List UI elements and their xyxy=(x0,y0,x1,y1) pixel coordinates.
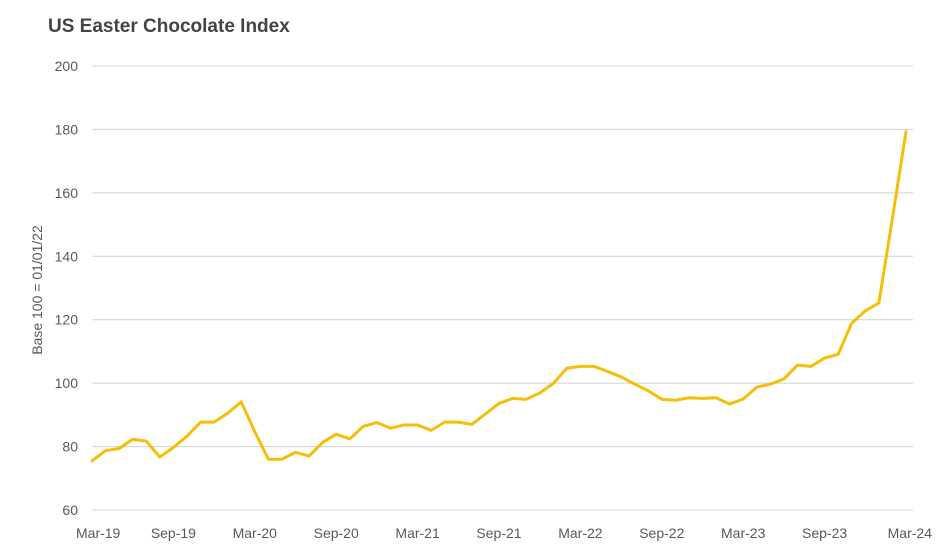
x-tick-label: Mar-19 xyxy=(76,525,121,541)
x-tick-label: Mar-23 xyxy=(721,525,766,541)
y-tick-label: 80 xyxy=(62,439,78,455)
x-tick-label: Mar-24 xyxy=(888,525,933,541)
y-tick-label: 100 xyxy=(55,375,79,391)
x-tick-label: Sep-20 xyxy=(314,525,359,541)
x-axis-ticks: Mar-19 Sep-19 Mar-20 Sep-20 Mar-21 Sep-21 Mar-… xyxy=(76,525,932,541)
y-tick-label: 180 xyxy=(55,121,79,137)
x-tick-label: Mar-21 xyxy=(395,525,440,541)
y-tick-label: 140 xyxy=(55,248,79,264)
gridlines xyxy=(92,65,913,511)
y-tick-label: 160 xyxy=(55,185,79,201)
series-layer xyxy=(90,130,908,463)
x-tick-label: Sep-19 xyxy=(151,525,196,541)
x-tick-label: Sep-22 xyxy=(639,525,684,541)
series-line-0 xyxy=(90,130,908,463)
y-tick-label: 200 xyxy=(55,58,79,74)
y-tick-label: 60 xyxy=(62,502,78,518)
y-tick-label: 120 xyxy=(55,312,79,328)
y-axis-ticks: 60 80 100 120 140 160 180 200 xyxy=(55,58,79,518)
chart-title: US Easter Chocolate Index xyxy=(48,16,290,37)
x-tick-label: Sep-21 xyxy=(476,525,521,541)
x-tick-label: Mar-20 xyxy=(233,525,278,541)
x-tick-label: Mar-22 xyxy=(558,525,603,541)
y-axis-title: Base 100 = 01/01/22 xyxy=(29,225,45,355)
x-tick-label: Sep-23 xyxy=(802,525,847,541)
